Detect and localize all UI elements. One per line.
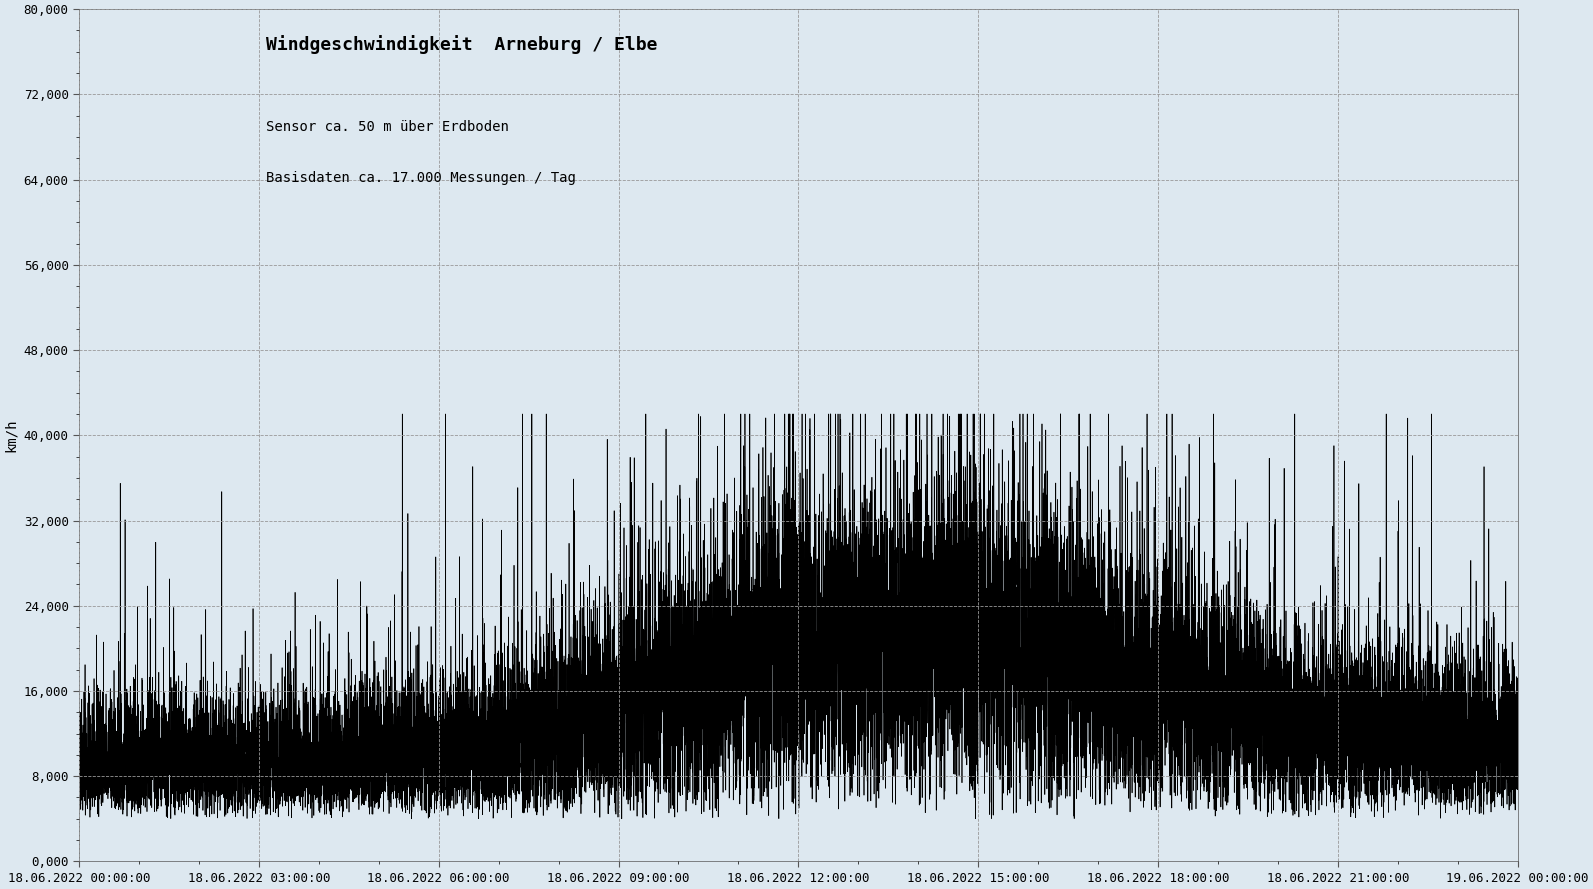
Text: Sensor ca. 50 m über Erdboden: Sensor ca. 50 m über Erdboden bbox=[266, 120, 510, 134]
Text: Windgeschwindigkeit  Arneburg / Elbe: Windgeschwindigkeit Arneburg / Elbe bbox=[266, 35, 658, 53]
Text: Basisdaten ca. 17.000 Messungen / Tag: Basisdaten ca. 17.000 Messungen / Tag bbox=[266, 171, 577, 185]
Y-axis label: km/h: km/h bbox=[5, 419, 18, 452]
